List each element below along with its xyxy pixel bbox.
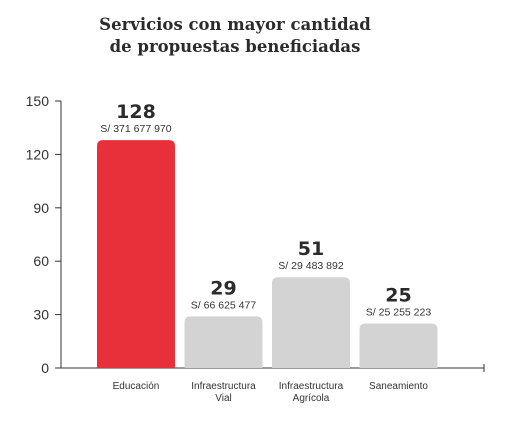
bar [97,140,175,368]
bar [184,316,263,368]
x-category-label: Educación [113,381,160,392]
chart-title: Servicios con mayor cantidad de propuest… [0,14,470,58]
bar-value-label: 25 [385,285,411,307]
x-category-label: Infraestructura [191,381,256,392]
chart-title-line-1: Servicios con mayor cantidad [99,15,371,34]
bar-value-label: 128 [116,101,156,123]
x-category-label: Infraestructura [279,381,344,392]
bar-amount-label: S/ 66 625 477 [191,299,257,311]
y-tick-label: 30 [33,307,49,323]
bar-amount-label: S/ 371 677 970 [100,123,171,135]
bar-value-label: 29 [210,277,236,299]
x-category-label: Saneamiento [369,381,428,392]
x-category-label-line-2: Agrícola [293,393,330,404]
x-category-label-line-2: Vial [215,393,232,404]
bar-amount-label: S/ 29 483 892 [278,260,344,272]
y-tick-label: 90 [33,200,49,216]
bar [359,323,438,368]
chart-title-line-2: de propuestas beneficiadas [109,37,361,56]
y-tick-label: 0 [41,360,49,376]
bar-amount-label: S/ 25 255 223 [366,307,432,319]
bar-value-label: 51 [298,238,324,260]
y-tick-label: 60 [33,253,49,269]
y-tick-label: 120 [26,146,50,162]
bar [272,277,350,368]
y-tick-label: 150 [26,93,50,109]
